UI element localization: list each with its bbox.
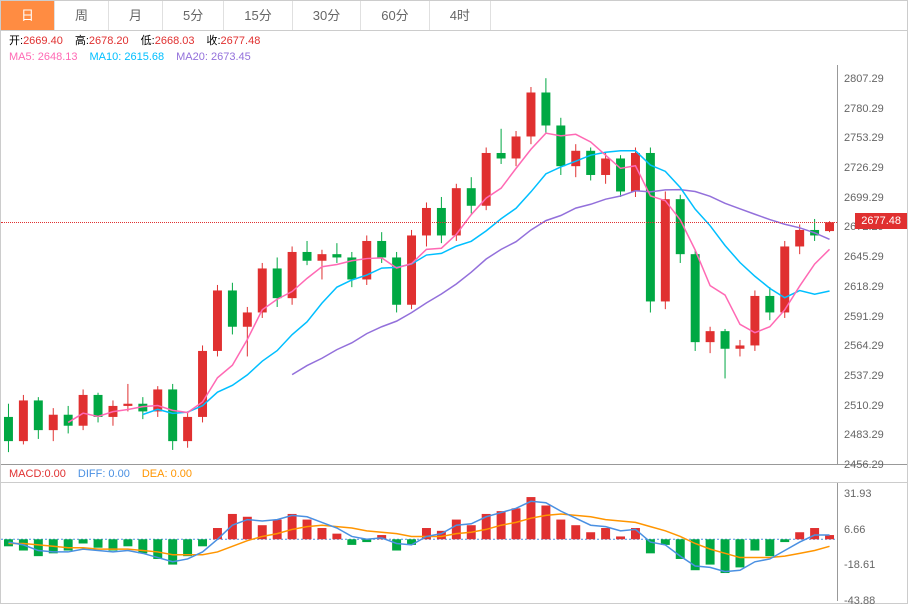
macd-chart-area	[1, 483, 837, 601]
ma-info: MA5: 2648.13 MA10: 2615.68 MA20: 2673.45	[1, 49, 907, 65]
tab-60分[interactable]: 60分	[361, 1, 429, 30]
price-axis: 2456.292483.292510.292537.292564.292591.…	[837, 65, 907, 464]
current-price-badge: 2677.48	[855, 213, 907, 229]
macd-chart[interactable]: -43.88-18.616.6631.93	[1, 483, 907, 601]
low-label: 低:2668.03	[141, 32, 195, 48]
tab-日[interactable]: 日	[1, 1, 55, 30]
price-chart-area	[1, 65, 837, 464]
tab-月[interactable]: 月	[109, 1, 163, 30]
tab-5分[interactable]: 5分	[163, 1, 224, 30]
timeframe-tabs: 日周月5分15分30分60分4时	[1, 1, 907, 31]
high-label: 高:2678.20	[75, 32, 129, 48]
tab-周[interactable]: 周	[55, 1, 109, 30]
macd-info: MACD:0.00 DIFF: 0.00 DEA: 0.00	[1, 465, 907, 483]
price-chart[interactable]: 2677.48 2456.292483.292510.292537.292564…	[1, 65, 907, 465]
diff-label: DIFF: 0.00	[78, 468, 130, 480]
dea-label: DEA: 0.00	[142, 468, 192, 480]
macd-label: MACD:0.00	[9, 468, 66, 480]
ma5-label: MA5: 2648.13	[9, 51, 78, 63]
tab-4时[interactable]: 4时	[430, 1, 491, 30]
tab-30分[interactable]: 30分	[293, 1, 361, 30]
close-label: 收:2677.48	[206, 32, 260, 48]
ohlc-info: 开:2669.40 高:2678.20 低:2668.03 收:2677.48	[1, 31, 907, 49]
macd-axis: -43.88-18.616.6631.93	[837, 483, 907, 601]
current-price-line	[1, 222, 837, 223]
ma20-label: MA20: 2673.45	[176, 51, 251, 63]
tab-15分[interactable]: 15分	[224, 1, 292, 30]
chart-container: 日周月5分15分30分60分4时 开:2669.40 高:2678.20 低:2…	[0, 0, 908, 604]
open-label: 开:2669.40	[9, 32, 63, 48]
ma10-label: MA10: 2615.68	[90, 51, 165, 63]
